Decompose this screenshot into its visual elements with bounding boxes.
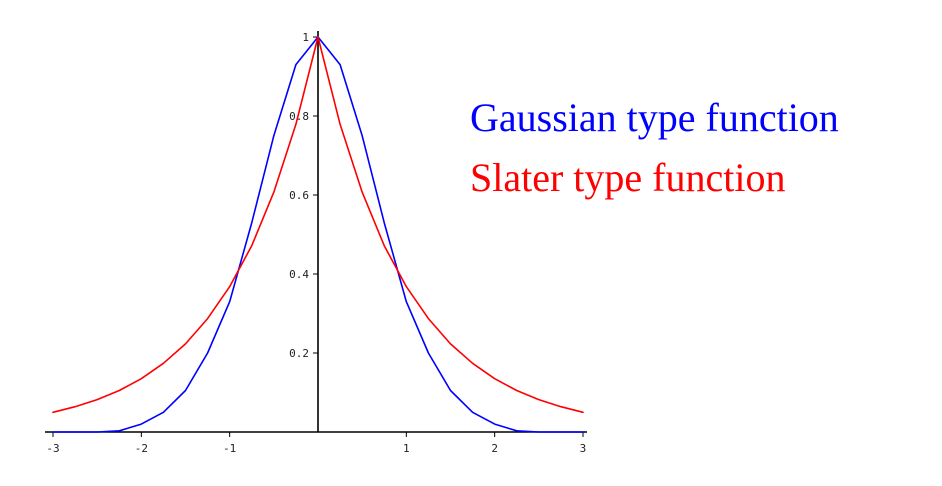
- slater-series-line: [52, 36, 584, 414]
- x-tick-label: 3: [580, 442, 587, 455]
- x-tick-label: 1: [403, 442, 410, 455]
- x-tick-label: -2: [135, 442, 148, 455]
- y-tick-label: 0.2: [289, 347, 309, 360]
- x-tick-label: -3: [46, 442, 59, 455]
- y-tick-label: 0.6: [289, 189, 309, 202]
- x-tick-label: -1: [223, 442, 236, 455]
- legend: Gaussian type function Slater type funct…: [470, 88, 839, 208]
- y-tick-label: 0.4: [289, 268, 309, 281]
- legend-entry-gaussian: Gaussian type function: [470, 95, 839, 140]
- tick-labels: -3 -2 -1 1 2 3 0.2 0.4 0.6 0.8 1: [46, 31, 586, 455]
- series-lines: [52, 36, 584, 433]
- y-tick-label: 1: [302, 31, 309, 44]
- legend-entry-slater: Slater type function: [470, 155, 786, 200]
- y-tick-label: 0.8: [289, 110, 309, 123]
- x-tick-label: 2: [491, 442, 498, 455]
- axes: [45, 31, 587, 437]
